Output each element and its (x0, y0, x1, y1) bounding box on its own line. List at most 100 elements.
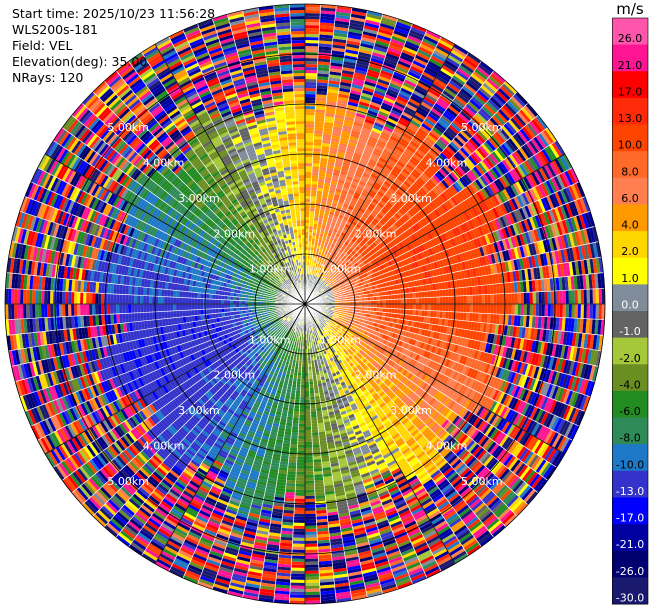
velocity-gate (345, 43, 360, 49)
velocity-gate (398, 172, 407, 181)
velocity-gate (308, 235, 313, 239)
velocity-gate (362, 31, 378, 38)
velocity-gate (419, 43, 435, 53)
velocity-gate (363, 121, 374, 128)
velocity-gate (316, 88, 328, 93)
velocity-gate (324, 119, 335, 124)
velocity-gate (490, 73, 504, 86)
velocity-gate (373, 121, 385, 129)
velocity-gate (354, 149, 364, 156)
velocity-gate (308, 232, 313, 236)
velocity-gate (399, 54, 414, 63)
velocity-gate (332, 199, 339, 205)
velocity-gate (321, 276, 325, 280)
velocity-gate (329, 68, 343, 73)
velocity-gate (345, 194, 353, 200)
velocity-gate (475, 294, 479, 304)
velocity-gate (327, 89, 339, 94)
velocity-gate (397, 92, 410, 101)
velocity-gate (388, 304, 392, 309)
velocity-gate (350, 161, 359, 167)
velocity-gate (305, 139, 314, 143)
velocity-gate (333, 193, 341, 199)
velocity-gate (330, 221, 337, 226)
velocity-gate (332, 126, 343, 131)
velocity-gate (305, 145, 314, 149)
velocity-gate (396, 175, 406, 183)
velocity-gate (305, 166, 313, 170)
velocity-gate (311, 172, 319, 176)
velocity-gate (307, 247, 311, 251)
velocity-gate (450, 49, 466, 60)
velocity-gate (391, 77, 404, 85)
velocity-gate (354, 205, 361, 211)
velocity-gate (449, 102, 462, 113)
velocity-gate (377, 113, 388, 121)
velocity-gate (379, 154, 389, 162)
velocity-gate (315, 287, 319, 291)
velocity-gate (373, 90, 386, 97)
velocity-gate (311, 281, 314, 285)
velocity-gate (319, 278, 323, 283)
velocity-gate (345, 221, 352, 227)
velocity-gate (415, 309, 419, 316)
velocity-gate (523, 292, 527, 304)
velocity-gate (444, 59, 459, 71)
velocity-gate (310, 244, 315, 248)
velocity-gate (396, 160, 406, 169)
velocity-gate (330, 56, 344, 62)
velocity-gate (505, 293, 509, 304)
velocity-gate (314, 118, 325, 123)
velocity-gate (385, 143, 395, 151)
velocity-gate (325, 170, 334, 175)
velocity-gate (326, 164, 335, 170)
velocity-gate (447, 104, 460, 116)
velocity-gate (466, 295, 470, 304)
velocity-gate (352, 124, 363, 130)
velocity-gate (421, 304, 425, 311)
velocity-gate (353, 152, 362, 159)
velocity-gate (414, 151, 424, 160)
velocity-gate (397, 304, 401, 310)
velocity-gate (305, 232, 309, 236)
velocity-gate (380, 171, 389, 179)
velocity-gate (315, 196, 322, 201)
velocity-gate (411, 62, 425, 72)
velocity-gate (327, 158, 336, 164)
velocity-gate (329, 263, 334, 268)
velocity-gate (334, 17, 351, 23)
velocity-gate (357, 210, 364, 216)
velocity-gate (340, 133, 351, 139)
velocity-gate (420, 74, 434, 84)
velocity-gate (571, 289, 575, 304)
velocity-gate (348, 202, 356, 208)
velocity-gate (334, 114, 345, 120)
velocity-gate (408, 173, 418, 182)
velocity-gate (473, 94, 486, 106)
velocity-gate (388, 173, 397, 181)
velocity-gate (353, 121, 364, 128)
velocity-gate (496, 304, 500, 315)
velocity-gate (375, 179, 384, 186)
velocity-gate (313, 247, 317, 252)
velocity-gate (460, 62, 475, 74)
velocity-gate (327, 86, 340, 91)
velocity-gate (331, 132, 342, 137)
velocity-gate (336, 182, 344, 188)
velocity-gate (346, 172, 355, 178)
velocity-gate (325, 173, 333, 178)
velocity-gate (362, 189, 370, 195)
velocity-gate (367, 138, 377, 146)
velocity-gate (377, 159, 386, 167)
velocity-gate (568, 304, 572, 318)
velocity-gate (408, 68, 423, 77)
velocity-gate (541, 291, 545, 304)
velocity-gate (323, 231, 329, 236)
velocity-gate (411, 116, 423, 126)
velocity-gate (365, 227, 372, 233)
velocity-gate (305, 193, 311, 197)
velocity-gate (490, 304, 494, 314)
velocity-gate (319, 271, 323, 276)
velocity-gate (320, 10, 336, 15)
velocity-gate (336, 99, 349, 105)
